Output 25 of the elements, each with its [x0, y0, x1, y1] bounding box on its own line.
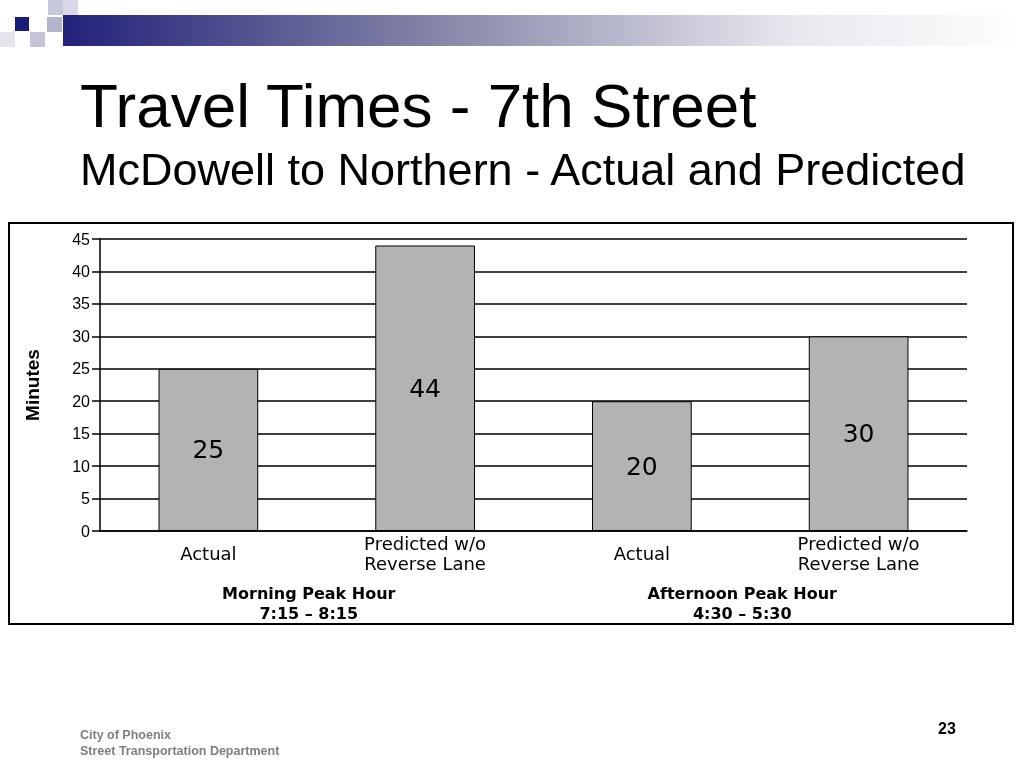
y-tick-label: 35 — [72, 295, 91, 313]
chart-subtitle: McDowell to Northern - Actual and Predicted — [80, 144, 966, 195]
data-label: 30 — [842, 419, 875, 449]
text: Afternoon Peak Hour 4:30 – 5:30 — [647, 583, 838, 623]
y-axis-title: Minutes — [22, 349, 43, 421]
text: Morning Peak Hour 7:15 – 8:15 — [222, 583, 396, 623]
x-tick-label: Actual — [613, 542, 671, 564]
y-tick-label: 15 — [72, 425, 91, 443]
y-tick-label: 40 — [72, 262, 91, 280]
text: 23 — [938, 720, 956, 738]
y-tick-label: 5 — [81, 490, 91, 508]
y-tick-label: 45 — [72, 230, 91, 248]
data-label: 44 — [409, 373, 442, 403]
chart-title: Travel Times - 7th Street — [80, 71, 757, 140]
y-tick-label: 10 — [72, 457, 91, 475]
y-tick-label: 0 — [81, 522, 91, 540]
text: City of Phoenix Street Transportation Department — [80, 727, 280, 759]
data-label: 20 — [625, 451, 658, 481]
data-label: 25 — [192, 435, 225, 465]
y-tick-label: 30 — [72, 327, 91, 345]
y-tick-label: 20 — [72, 392, 91, 410]
x-tick-label: Predicted w/o Reverse Lane — [797, 532, 920, 574]
y-tick-label: 25 — [72, 360, 91, 378]
x-tick-label: Predicted w/o Reverse Lane — [364, 532, 487, 574]
x-tick-label: Actual — [180, 542, 237, 564]
